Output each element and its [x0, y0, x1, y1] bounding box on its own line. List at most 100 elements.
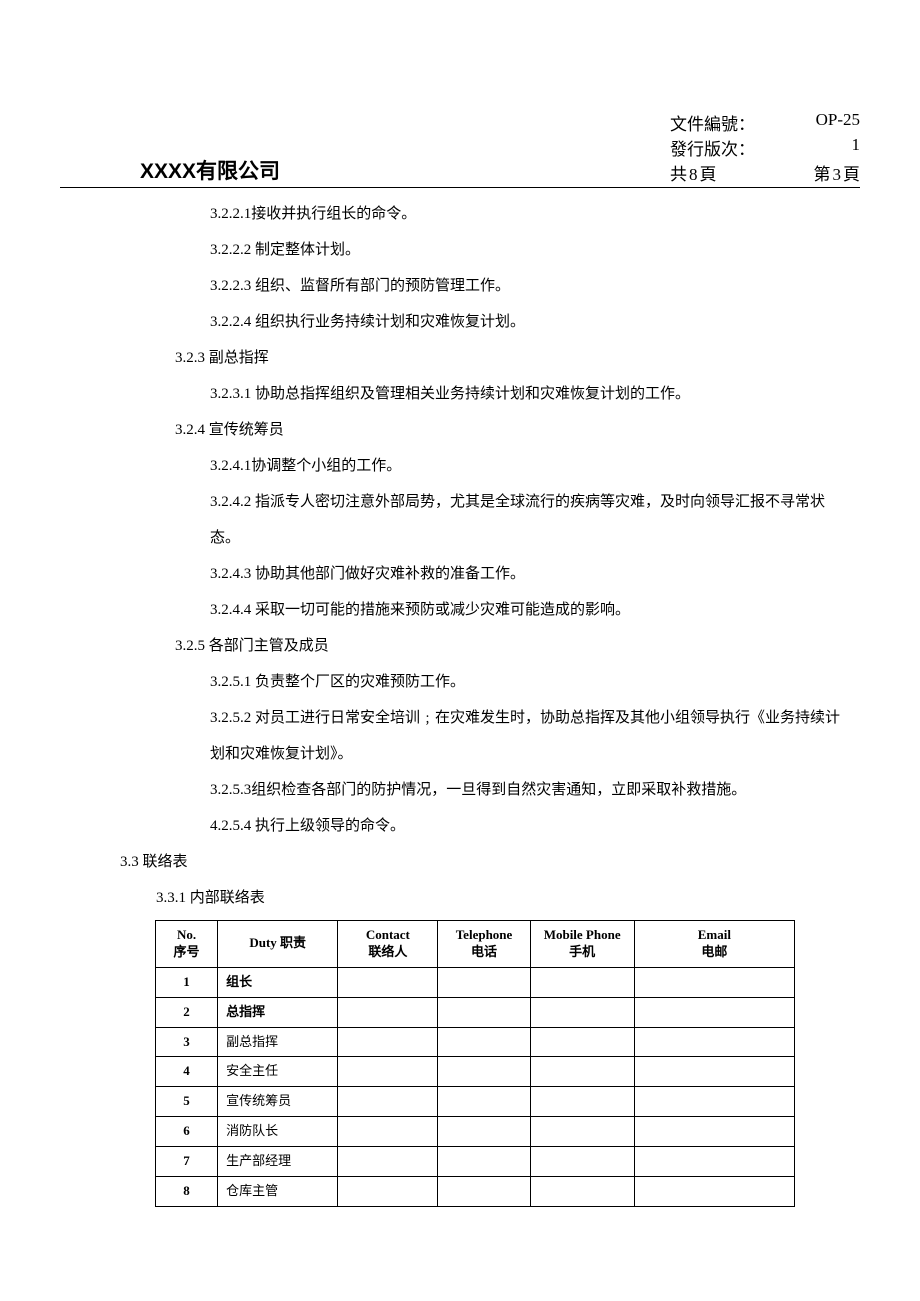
body-line: 4.2.5.4 执行上级领导的命令。 [120, 808, 850, 844]
cell-no: 1 [156, 967, 218, 997]
cell-telephone [438, 967, 530, 997]
cell-telephone [438, 997, 530, 1027]
body-line: 3.2.5.3组织检查各部门的防护情况，一旦得到自然灾害通知，立即采取补救措施。 [120, 772, 850, 808]
page-current: 第3頁 [770, 160, 860, 185]
table-row: 6消防队长 [156, 1117, 795, 1147]
body-line: 3.2.4.2 指派专人密切注意外部局势，尤其是全球流行的疾病等灾难，及时向领导… [120, 484, 850, 556]
pages-prefix: 共 [670, 165, 687, 184]
cell-contact [338, 1177, 438, 1207]
cell-email [634, 997, 794, 1027]
body-line: 3.2.5.1 负责整个厂区的灾难预防工作。 [120, 664, 850, 700]
table-row: 1组长 [156, 967, 795, 997]
cell-duty: 组长 [218, 967, 338, 997]
table-row: 7生产部经理 [156, 1147, 795, 1177]
body-line: 3.2.4.4 采取一切可能的措施来预防或减少灾难可能造成的影响。 [120, 592, 850, 628]
meta-pages: 共8頁 第3頁 [670, 160, 860, 185]
cell-contact [338, 1057, 438, 1087]
cell-telephone [438, 1087, 530, 1117]
cell-telephone [438, 1057, 530, 1087]
cell-duty: 仓库主管 [218, 1177, 338, 1207]
cell-mobile [530, 967, 634, 997]
cell-no: 7 [156, 1147, 218, 1177]
cell-email [634, 1087, 794, 1117]
internal-contact-table: No.序号 Duty 职责 Contact联络人 Telephone电话 Mob… [155, 920, 795, 1207]
cell-email [634, 1177, 794, 1207]
body-line: 3.2.4.1协调整个小组的工作。 [120, 448, 850, 484]
th-duty: Duty 职责 [218, 921, 338, 968]
body-line: 3.3 联络表 [120, 844, 850, 880]
table-row: 5宣传统筹员 [156, 1087, 795, 1117]
table-row: 2总指挥 [156, 997, 795, 1027]
body-line: 3.2.2.2 制定整体计划。 [120, 232, 850, 268]
meta-doc-no: 文件編號： OP-25 [670, 110, 860, 135]
cell-no: 4 [156, 1057, 218, 1087]
document-body: 3.2.2.1接收并执行组长的命令。3.2.2.2 制定整体计划。3.2.2.3… [60, 196, 860, 916]
cell-mobile [530, 997, 634, 1027]
cell-contact [338, 1027, 438, 1057]
cell-duty: 总指挥 [218, 997, 338, 1027]
table-row: 3副总指挥 [156, 1027, 795, 1057]
cell-mobile [530, 1147, 634, 1177]
body-line: 3.2.4 宣传统筹员 [120, 412, 850, 448]
pages-total: 共8頁 [670, 160, 770, 185]
cell-email [634, 967, 794, 997]
body-line: 3.2.3 副总指挥 [120, 340, 850, 376]
body-line: 3.2.3.1 协助总指挥组织及管理相关业务持续计划和灾难恢复计划的工作。 [120, 376, 850, 412]
cell-telephone [438, 1147, 530, 1177]
cell-telephone [438, 1177, 530, 1207]
body-line: 3.2.2.4 组织执行业务持续计划和灾难恢复计划。 [120, 304, 850, 340]
cell-contact [338, 967, 438, 997]
document-meta: 文件編號： OP-25 發行版次： 1 共8頁 第3頁 [670, 110, 860, 185]
cell-telephone [438, 1117, 530, 1147]
cell-mobile [530, 1087, 634, 1117]
cell-mobile [530, 1057, 634, 1087]
cell-duty: 安全主任 [218, 1057, 338, 1087]
th-email: Email电邮 [634, 921, 794, 968]
cell-duty: 生产部经理 [218, 1147, 338, 1177]
cell-contact [338, 1117, 438, 1147]
cell-no: 2 [156, 997, 218, 1027]
page-cur-prefix: 第 [814, 165, 831, 184]
body-line: 3.2.5 各部门主管及成员 [120, 628, 850, 664]
cell-email [634, 1027, 794, 1057]
body-line: 3.2.2.1接收并执行组长的命令。 [120, 196, 850, 232]
th-telephone: Telephone电话 [438, 921, 530, 968]
cell-duty: 宣传统筹员 [218, 1087, 338, 1117]
table-row: 8仓库主管 [156, 1177, 795, 1207]
meta-version: 發行版次： 1 [670, 135, 860, 160]
body-line: 3.2.4.3 协助其他部门做好灾难补救的准备工作。 [120, 556, 850, 592]
version-value: 1 [770, 135, 860, 160]
version-label: 發行版次： [670, 135, 770, 160]
cell-no: 3 [156, 1027, 218, 1057]
cell-no: 5 [156, 1087, 218, 1117]
cell-mobile [530, 1177, 634, 1207]
cell-contact [338, 1087, 438, 1117]
pages-total-num: 8 [687, 165, 700, 184]
document-header: XXXX有限公司 文件編號： OP-25 發行版次： 1 共8頁 第3頁 [60, 110, 860, 188]
cell-email [634, 1117, 794, 1147]
cell-mobile [530, 1027, 634, 1057]
table-row: 4安全主任 [156, 1057, 795, 1087]
company-name: XXXX有限公司 [60, 155, 280, 185]
cell-telephone [438, 1027, 530, 1057]
cell-contact [338, 1147, 438, 1177]
page-cur-suffix: 頁 [843, 165, 860, 184]
cell-contact [338, 997, 438, 1027]
th-contact: Contact联络人 [338, 921, 438, 968]
cell-duty: 副总指挥 [218, 1027, 338, 1057]
contact-table-wrap: No.序号 Duty 职责 Contact联络人 Telephone电话 Mob… [60, 920, 860, 1207]
th-no: No.序号 [156, 921, 218, 968]
cell-email [634, 1147, 794, 1177]
pages-mid: 頁 [700, 165, 717, 184]
doc-no-value: OP-25 [770, 110, 860, 135]
page-cur-num: 3 [831, 165, 844, 184]
doc-no-label: 文件編號： [670, 110, 770, 135]
cell-no: 6 [156, 1117, 218, 1147]
body-line: 3.2.2.3 组织、监督所有部门的预防管理工作。 [120, 268, 850, 304]
cell-mobile [530, 1117, 634, 1147]
th-mobile: Mobile Phone手机 [530, 921, 634, 968]
table-header-row: No.序号 Duty 职责 Contact联络人 Telephone电话 Mob… [156, 921, 795, 968]
cell-email [634, 1057, 794, 1087]
body-line: 3.2.5.2 对员工进行日常安全培训﹔在灾难发生时，协助总指挥及其他小组领导执… [120, 700, 850, 772]
body-line: 3.3.1 内部联络表 [120, 880, 850, 916]
